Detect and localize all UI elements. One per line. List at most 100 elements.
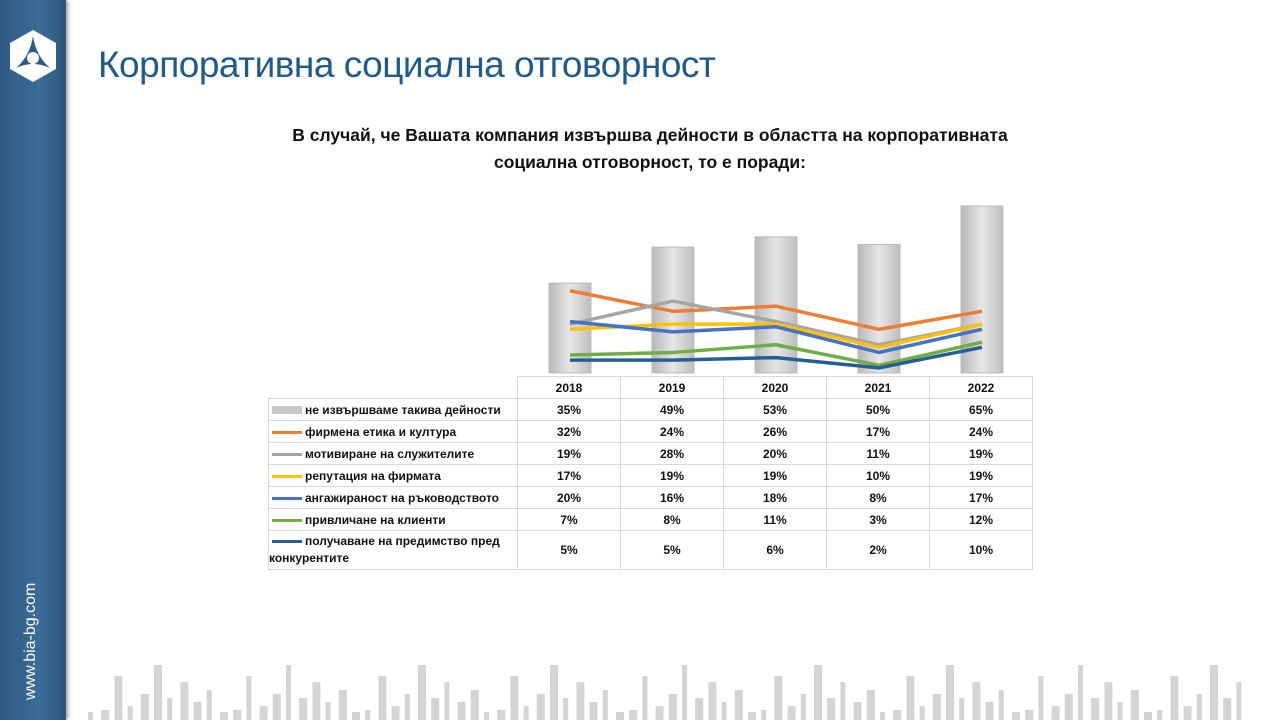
decor-bar — [286, 665, 291, 720]
decor-bar — [1170, 676, 1179, 720]
decor-bar — [866, 690, 875, 720]
legend-label: ангажираност на ръководството — [305, 490, 499, 505]
value-cell: 19% — [929, 464, 1033, 487]
legend-cell: получаване на предимство пред конкуренти… — [268, 530, 518, 570]
value-cell: 24% — [620, 420, 724, 443]
decor-bar — [180, 682, 189, 720]
legend-cell: ангажираност на ръководството — [268, 486, 518, 509]
decor-bar — [1144, 712, 1152, 720]
series-line-6 — [570, 345, 983, 370]
value-cell: 17% — [929, 486, 1033, 509]
decor-bar — [827, 698, 836, 720]
value-cell: 6% — [723, 530, 827, 570]
value-cell: 18% — [723, 486, 827, 509]
decor-bar — [946, 665, 954, 720]
legend-cell: фирмена етика и култура — [268, 420, 518, 443]
value-cell: 7% — [517, 508, 621, 531]
value-cell: 2% — [826, 530, 930, 570]
value-cell: 19% — [723, 464, 827, 487]
decor-bar — [1104, 682, 1113, 720]
decor-bar — [523, 706, 529, 720]
value-cell: 5% — [620, 530, 724, 570]
decor-bar — [431, 698, 440, 720]
decor-bar — [1157, 710, 1163, 720]
value-cell: 49% — [620, 398, 724, 421]
value-cell: 19% — [517, 442, 621, 465]
legend-label: привличане на клиенти — [305, 512, 446, 527]
decor-bar — [853, 702, 862, 720]
decor-bar — [616, 712, 624, 720]
decor-bar — [814, 665, 822, 720]
value-cell: 28% — [620, 442, 724, 465]
value-cell: 32% — [517, 420, 621, 443]
legend-label: не извършваме такива дейности — [305, 402, 501, 417]
decor-bar — [101, 710, 110, 720]
value-cell: 19% — [620, 464, 724, 487]
decor-bar — [312, 682, 321, 720]
decor-bar — [840, 682, 846, 720]
decor-bar — [1210, 665, 1218, 720]
decor-bar — [589, 702, 598, 720]
decor-bar — [1064, 694, 1073, 720]
decor-bar — [404, 694, 410, 720]
decor-bar — [470, 690, 479, 720]
decor-bar — [985, 702, 994, 720]
legend-swatch-icon — [272, 452, 302, 456]
value-cell: 65% — [929, 398, 1033, 421]
year-header: 2020 — [723, 376, 827, 399]
decor-bar — [1196, 694, 1202, 720]
value-cell: 19% — [929, 442, 1033, 465]
decor-bar — [338, 690, 347, 720]
value-cell: 8% — [826, 486, 930, 509]
value-cell: 17% — [517, 464, 621, 487]
value-cell: 26% — [723, 420, 827, 443]
sidebar: www.bia-bg.com — [0, 0, 66, 720]
decor-bar — [932, 694, 941, 720]
decor-bar — [457, 702, 466, 720]
decor-bar — [259, 706, 268, 720]
value-cell: 50% — [826, 398, 930, 421]
decor-bar — [1223, 698, 1232, 720]
decor-bar — [497, 710, 506, 720]
table-row: ангажираност на ръководството 20% 16% 18% 8%… — [268, 486, 1033, 509]
table-header-row: 2018 2019 2020 2021 2022 — [268, 376, 1033, 399]
year-header: 2022 — [929, 376, 1033, 399]
legend-swatch-icon — [272, 406, 302, 415]
legend-label: получаване на предимство пред конкуренти… — [269, 534, 500, 565]
legend-label: мотивиране на служителите — [305, 446, 475, 461]
value-cell: 10% — [826, 464, 930, 487]
decor-bar — [602, 690, 608, 720]
decor-bar — [299, 698, 308, 720]
decor-bar — [220, 712, 228, 720]
table-row: не извършваме такива дейности 35% 49% 53% 50… — [268, 398, 1033, 421]
value-cell: 53% — [723, 398, 827, 421]
table-row: фирмена етика и култура 32% 24% 26% 17% 24% — [268, 420, 1033, 443]
decor-bar — [536, 694, 545, 720]
value-cell: 20% — [723, 442, 827, 465]
decor-bar — [880, 712, 885, 720]
decor-bar — [668, 694, 677, 720]
decor-bar — [127, 706, 133, 720]
legend-cell: не извършваме такива дейности — [268, 398, 518, 421]
table-row: репутация на фирмата 17% 19% 19% 10% 19% — [268, 464, 1033, 487]
decor-bar — [154, 665, 162, 720]
decor-bar — [998, 690, 1004, 720]
decor-bar — [721, 702, 727, 720]
decor-bar — [893, 710, 902, 720]
company-logo-icon — [10, 30, 56, 82]
decor-bar — [919, 706, 925, 720]
decor-bar — [748, 712, 756, 720]
decor-bar — [193, 702, 202, 720]
decor-bar — [959, 698, 965, 720]
decor-bar — [1025, 710, 1034, 720]
decor-bar — [114, 676, 123, 720]
series-line-4 — [569, 319, 983, 355]
decor-bar — [563, 698, 569, 720]
decor-bar — [774, 676, 783, 720]
decor-bar — [391, 706, 400, 720]
value-cell: 24% — [929, 420, 1033, 443]
value-cell: 3% — [826, 508, 930, 531]
series-line-5 — [569, 340, 983, 368]
decor-bar — [655, 706, 664, 720]
legend-label: репутация на фирмата — [305, 468, 441, 483]
